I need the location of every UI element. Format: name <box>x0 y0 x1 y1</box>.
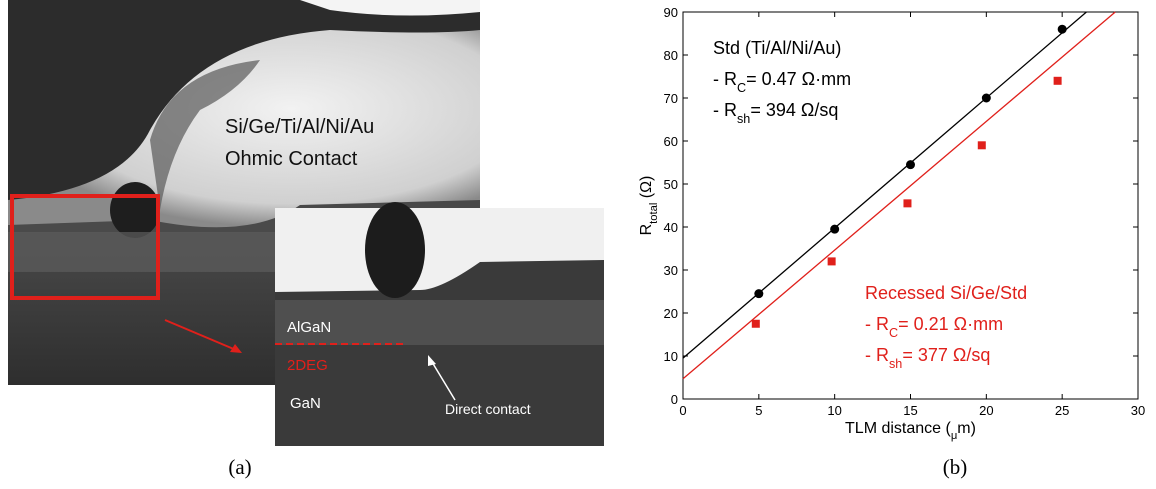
point <box>981 93 991 103</box>
chart: 0 5 10 15 20 25 30 0 10 20 30 40 50 60 70 80 90 TLM dista… <box>638 5 1145 442</box>
y-tick-label: 0 <box>671 392 678 407</box>
fit-line <box>682 11 1116 380</box>
tem-inset: AlGaN 2DEG GaN Direct contact <box>275 202 604 446</box>
annotation-part: - R <box>865 345 889 365</box>
y-axis-label: Rtotal (Ω) <box>638 176 660 236</box>
label: Ohmic Contact <box>225 148 358 170</box>
x-axis-label-part: TLM distance ( <box>845 420 951 437</box>
annotation-part: C <box>737 81 746 95</box>
annotation-part: - R <box>713 69 737 89</box>
label: AlGaN <box>287 319 331 336</box>
annotation: - Rsh= 377 Ω/sq <box>865 345 990 371</box>
annotation: Std (Ti/Al/Ni/Au) <box>713 38 841 58</box>
point <box>830 224 840 234</box>
label: GaN <box>290 395 321 412</box>
x-tick-label: 10 <box>827 403 841 418</box>
label: Direct contact <box>445 401 531 417</box>
y-tick-label: 60 <box>664 134 678 149</box>
annotation-part: = 0.21 Ω·mm <box>898 314 1003 334</box>
x-tick-label: 30 <box>1131 403 1145 418</box>
x-tick-label: 15 <box>903 403 917 418</box>
annotation: - RC= 0.21 Ω·mm <box>865 314 1003 340</box>
y-tick-label: 90 <box>664 5 678 20</box>
annotation-part: = 394 Ω/sq <box>750 100 838 120</box>
y-axis-label-part: (Ω) <box>638 176 655 203</box>
label: Si/Ge/Ti/Al/Ni/Au <box>225 116 374 138</box>
annotation-part: - R <box>865 314 889 334</box>
annotation: Recessed Si/Ge/Std <box>865 283 1027 303</box>
y-tick-label: 50 <box>664 177 678 192</box>
y-tick-label: 70 <box>664 91 678 106</box>
x-tick-label: 0 <box>679 403 686 418</box>
annotation-part: C <box>889 326 898 340</box>
x-tick-label: 25 <box>1055 403 1069 418</box>
y-tick-label: 80 <box>664 48 678 63</box>
annotation-part: Recessed Si/Ge/Std <box>865 283 1027 303</box>
y-axis-label-part: total <box>648 203 660 224</box>
x-tick-label: 5 <box>755 403 762 418</box>
annotation-part: Std (Ti/Al/Ni/Au) <box>713 38 841 58</box>
point <box>827 257 836 266</box>
point <box>903 199 912 208</box>
y-axis-label-part: R <box>638 224 655 236</box>
annotation-part: sh <box>889 357 902 371</box>
annotation-part: sh <box>737 112 750 126</box>
y-tick-label: 20 <box>664 306 678 321</box>
point <box>1053 76 1062 85</box>
y-tick-label: 40 <box>664 220 678 235</box>
caption: (a) <box>228 455 251 479</box>
point <box>751 319 760 328</box>
annotation: - Rsh= 394 Ω/sq <box>713 100 838 126</box>
y-tick-label: 30 <box>664 263 678 278</box>
fit-line <box>682 11 1087 359</box>
point <box>977 141 986 150</box>
annotation: - RC= 0.47 Ω·mm <box>713 69 851 95</box>
point <box>1057 24 1067 34</box>
y-tick-label: 10 <box>664 349 678 364</box>
point <box>754 289 764 299</box>
annotation-part: = 0.47 Ω·mm <box>746 69 851 89</box>
label: 2DEG <box>287 357 328 374</box>
point <box>906 160 915 170</box>
x-axis-label: TLM distance (μm) <box>845 420 976 442</box>
annotation-part: - R <box>713 100 737 120</box>
caption: (b) <box>943 455 968 479</box>
annotation-part: = 377 Ω/sq <box>902 345 990 365</box>
x-tick-label: 20 <box>979 403 993 418</box>
x-axis-label-part: μ <box>951 430 957 442</box>
x-axis-label-part: m) <box>957 420 976 437</box>
